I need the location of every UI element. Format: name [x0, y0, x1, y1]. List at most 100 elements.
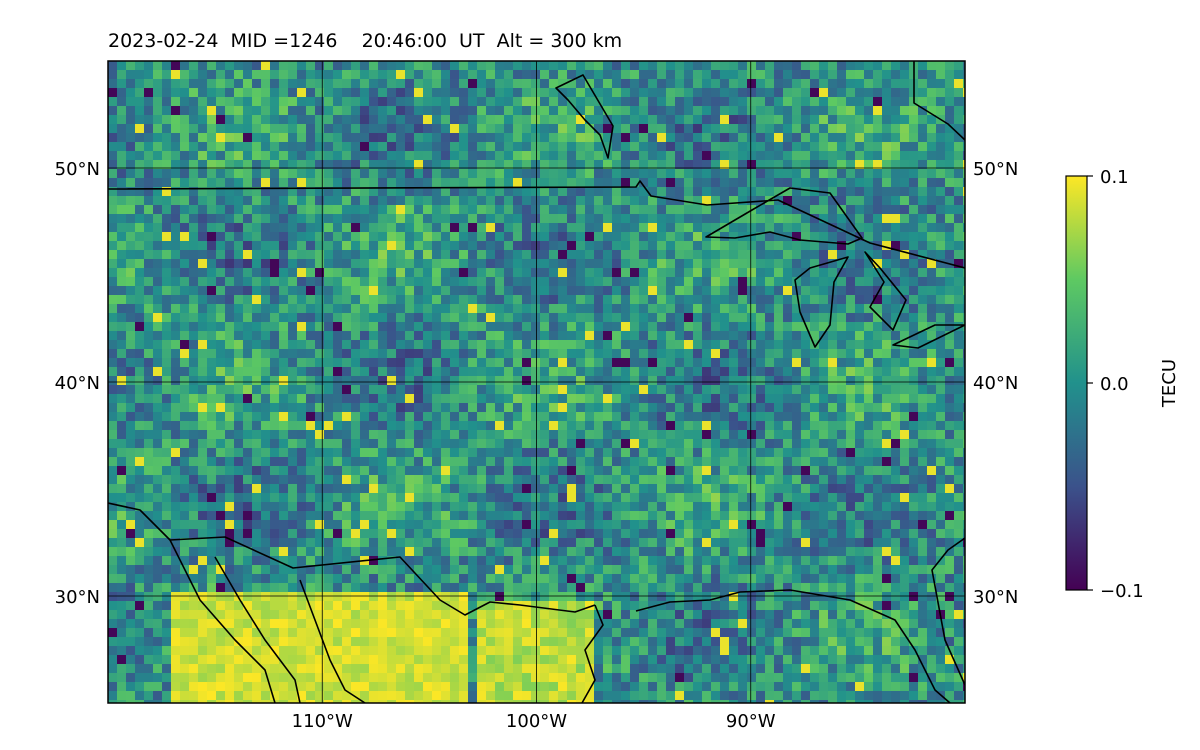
tec-cell — [954, 133, 964, 143]
tec-cell — [918, 97, 928, 107]
tec-cell — [225, 493, 235, 503]
tec-cell — [126, 412, 136, 422]
tec-cell — [783, 124, 793, 134]
tec-cell — [207, 457, 217, 467]
tec-cell — [387, 151, 397, 161]
tec-cell — [279, 367, 289, 377]
tec-cell — [306, 304, 316, 314]
tec-cell — [810, 484, 820, 494]
tec-cell — [171, 196, 181, 206]
tec-cell — [693, 277, 703, 287]
tec-cell — [657, 61, 667, 71]
tec-cell — [252, 457, 262, 467]
tec-cell — [738, 133, 748, 143]
tec-cell — [414, 340, 424, 350]
tec-cell — [216, 331, 226, 341]
tec-cell — [198, 151, 208, 161]
tec-cell — [234, 448, 244, 458]
tec-cell — [423, 313, 433, 323]
tec-cell — [198, 169, 208, 179]
tec-cell — [333, 259, 343, 269]
tec-cell — [648, 187, 658, 197]
tec-cell — [900, 466, 910, 476]
tec-cell — [549, 322, 559, 332]
tec-cell — [198, 79, 208, 89]
tec-cell — [864, 349, 874, 359]
tec-cell — [774, 295, 784, 305]
tec-cell — [819, 511, 829, 521]
tec-cell — [252, 376, 262, 386]
tec-cell — [486, 169, 496, 179]
tec-cell — [297, 511, 307, 521]
tec-cell — [315, 106, 325, 116]
tec-cell — [477, 367, 487, 377]
tec-cell — [594, 322, 604, 332]
tec-cell — [162, 151, 172, 161]
tec-cell — [711, 493, 721, 503]
tec-cell — [351, 304, 361, 314]
tec-cell — [135, 349, 145, 359]
tec-cell — [351, 187, 361, 197]
tec-cell — [270, 313, 280, 323]
tec-cell — [684, 376, 694, 386]
tec-cell — [513, 232, 523, 242]
tec-cell — [531, 124, 541, 134]
tec-cell — [648, 520, 658, 530]
tec-cell — [270, 295, 280, 305]
tec-cell — [135, 187, 145, 197]
tec-cell — [747, 511, 757, 521]
tec-cell — [639, 331, 649, 341]
tec-cell — [189, 439, 199, 449]
tec-cell — [900, 358, 910, 368]
tec-cell — [261, 376, 271, 386]
tec-cell — [693, 232, 703, 242]
tec-cell — [675, 322, 685, 332]
tec-cell — [135, 259, 145, 269]
tec-cell — [612, 421, 622, 431]
tec-cell — [432, 277, 442, 287]
tec-cell — [324, 115, 334, 125]
tec-cell — [486, 286, 496, 296]
tec-cell — [792, 88, 802, 98]
tec-cell — [603, 241, 613, 251]
tec-cell — [666, 412, 676, 422]
tec-cell — [162, 286, 172, 296]
tec-cell — [198, 493, 208, 503]
tec-cell — [675, 160, 685, 170]
tec-cell — [918, 250, 928, 260]
tec-cell — [837, 385, 847, 395]
tec-cell — [531, 340, 541, 350]
tec-cell — [765, 97, 775, 107]
tec-cell — [873, 88, 883, 98]
tec-cell — [486, 142, 496, 152]
tec-cell — [423, 196, 433, 206]
tec-cell — [414, 367, 424, 377]
tec-cell — [288, 70, 298, 80]
tec-cell — [612, 511, 622, 521]
tec-cell — [585, 205, 595, 215]
tec-cell — [648, 205, 658, 215]
tec-cell — [342, 97, 352, 107]
tec-cell — [225, 133, 235, 143]
tec-cell — [621, 232, 631, 242]
tec-cell — [180, 313, 190, 323]
tec-cell — [702, 70, 712, 80]
tec-cell — [252, 259, 262, 269]
tec-cell — [180, 88, 190, 98]
tec-cell — [279, 124, 289, 134]
tec-cell — [927, 133, 937, 143]
tec-cell — [531, 322, 541, 332]
tec-cell — [324, 331, 334, 341]
tec-cell — [639, 196, 649, 206]
tec-cell — [342, 88, 352, 98]
tec-cell — [612, 277, 622, 287]
tec-cell — [720, 205, 730, 215]
tec-cell — [414, 106, 424, 116]
tec-cell — [171, 151, 181, 161]
tec-cell — [945, 250, 955, 260]
tec-cell — [396, 178, 406, 188]
tec-cell — [522, 268, 532, 278]
tec-cell — [738, 142, 748, 152]
tec-cell — [162, 520, 172, 530]
tec-cell — [135, 286, 145, 296]
